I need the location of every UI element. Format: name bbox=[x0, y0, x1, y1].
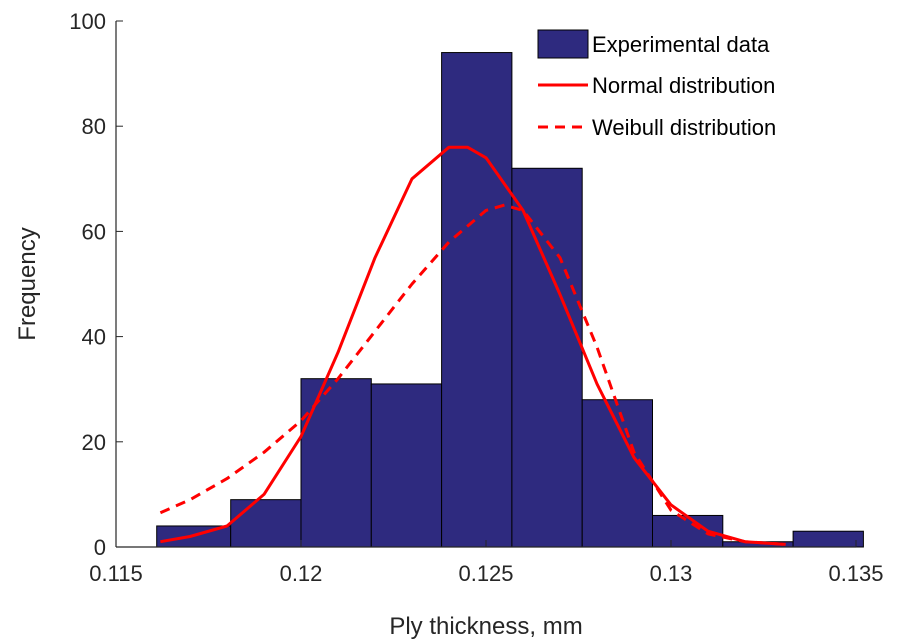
legend-label-experimental: Experimental data bbox=[592, 32, 770, 57]
histogram-bar bbox=[370, 383, 443, 548]
x-tick-label: 0.115 bbox=[89, 561, 142, 586]
y-tick-label: 40 bbox=[82, 325, 106, 350]
y-axis-label: Frequency bbox=[14, 227, 41, 340]
legend-label-weibull: Weibull distribution bbox=[592, 115, 776, 140]
legend-swatch-experimental bbox=[537, 29, 589, 59]
histogram-bar bbox=[300, 378, 372, 548]
x-tick-label: 0.13 bbox=[650, 561, 693, 586]
y-tick-label: 80 bbox=[82, 114, 106, 139]
legend: Experimental data Normal distribution We… bbox=[537, 29, 776, 140]
legend-label-normal: Normal distribution bbox=[592, 73, 775, 98]
y-tick-label: 0 bbox=[94, 535, 106, 560]
histogram-bar bbox=[511, 167, 583, 548]
x-axis-label: Ply thickness, mm bbox=[389, 613, 582, 640]
x-tick-label: 0.12 bbox=[280, 561, 323, 586]
x-tick-label: 0.135 bbox=[828, 561, 883, 586]
histogram-bars bbox=[156, 52, 864, 548]
distribution-curves bbox=[159, 145, 786, 546]
y-tick-label: 20 bbox=[82, 430, 106, 455]
y-tick-label: 60 bbox=[82, 219, 106, 244]
x-tick-label: 0.125 bbox=[458, 561, 513, 586]
x-axis-ticks: 0.115 0.12 0.125 0.13 0.135 bbox=[89, 540, 884, 586]
normal-curve bbox=[160, 145, 786, 546]
histogram-bar bbox=[441, 52, 513, 548]
histogram-bar bbox=[230, 499, 302, 548]
weibull-curve bbox=[159, 203, 786, 546]
histogram-bar bbox=[792, 530, 864, 548]
y-axis-ticks: 0 20 40 60 80 100 bbox=[69, 9, 123, 560]
y-tick-label: 100 bbox=[69, 9, 106, 34]
